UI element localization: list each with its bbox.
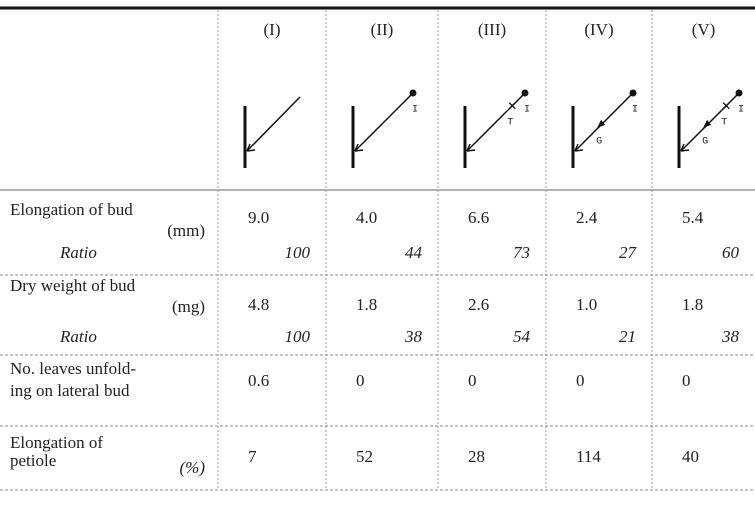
ratio-value: 60	[722, 243, 740, 262]
petiole	[575, 93, 633, 151]
cell-value: 9.0	[248, 208, 269, 227]
diagram-label: I	[524, 105, 530, 116]
cell-value: 7	[248, 447, 257, 466]
cell-value: 0	[682, 371, 691, 390]
ratio-value: 27	[619, 243, 638, 262]
blade-end	[630, 90, 637, 97]
ratio-value: 44	[405, 243, 423, 262]
cell-value: 0	[356, 371, 365, 390]
ratio-value: 73	[513, 243, 530, 262]
page: (I)(II)(III)(IV)(V)ITIGIGTIElongation of…	[0, 0, 755, 521]
ratio-value: 54	[513, 327, 531, 346]
cut	[509, 103, 515, 109]
column-label: (I)	[264, 20, 281, 39]
row-label: Dry weight of bud	[10, 276, 136, 295]
cell-value: 6.6	[468, 208, 489, 227]
row-label: (%)	[180, 458, 206, 477]
cell-value: 1.8	[682, 295, 703, 314]
petiole	[467, 93, 525, 151]
row-label: (mg)	[172, 297, 205, 316]
cell-value: 0	[576, 371, 585, 390]
column-label: (II)	[371, 20, 394, 39]
diagram-label: T	[507, 117, 513, 128]
ratio-value: 38	[404, 327, 423, 346]
petiole	[355, 93, 413, 151]
cell-value: 0	[468, 371, 477, 390]
row-label: Elongation of	[10, 433, 103, 452]
cell-value: 2.6	[468, 295, 489, 314]
column-label: (III)	[478, 20, 506, 39]
diagram-label: T	[721, 117, 727, 128]
row-label: No. leaves unfold-	[10, 359, 136, 378]
cell-value: 0.6	[248, 371, 269, 390]
row-label: ing on lateral bud	[10, 381, 130, 400]
petiole	[247, 97, 300, 151]
ratio-value: 100	[285, 243, 311, 262]
ratio-value: 100	[285, 327, 311, 346]
cell-value: 4.8	[248, 295, 269, 314]
cut	[723, 103, 729, 109]
table: (I)(II)(III)(IV)(V)ITIGIGTIElongation of…	[0, 0, 755, 521]
cell-value: 4.0	[356, 208, 377, 227]
ratio-label: Ratio	[59, 243, 97, 262]
cell-value: 40	[682, 447, 699, 466]
diagram-label: G	[596, 137, 602, 148]
blade-end	[410, 90, 417, 97]
diagram-label: I	[738, 105, 744, 116]
cell-value: 2.4	[576, 208, 598, 227]
cell-value: 52	[356, 447, 373, 466]
row-label: petiole	[10, 451, 56, 470]
column-label: (IV)	[584, 20, 613, 39]
ratio-value: 38	[721, 327, 740, 346]
cell-value: 28	[468, 447, 485, 466]
cell-value: 5.4	[682, 208, 704, 227]
row-label: (mm)	[167, 221, 205, 240]
cell-value: 114	[576, 447, 601, 466]
diagram-label: I	[632, 105, 638, 116]
ratio-label: Ratio	[59, 327, 97, 346]
row-label: Elongation of bud	[10, 200, 133, 219]
blade-end	[736, 90, 743, 97]
blade-end	[522, 90, 529, 97]
diagram-label: G	[702, 137, 708, 148]
ratio-value: 21	[619, 327, 636, 346]
cell-value: 1.8	[356, 295, 377, 314]
column-label: (V)	[692, 20, 716, 39]
diagram-label: I	[412, 105, 418, 116]
cell-value: 1.0	[576, 295, 597, 314]
petiole	[681, 93, 739, 151]
